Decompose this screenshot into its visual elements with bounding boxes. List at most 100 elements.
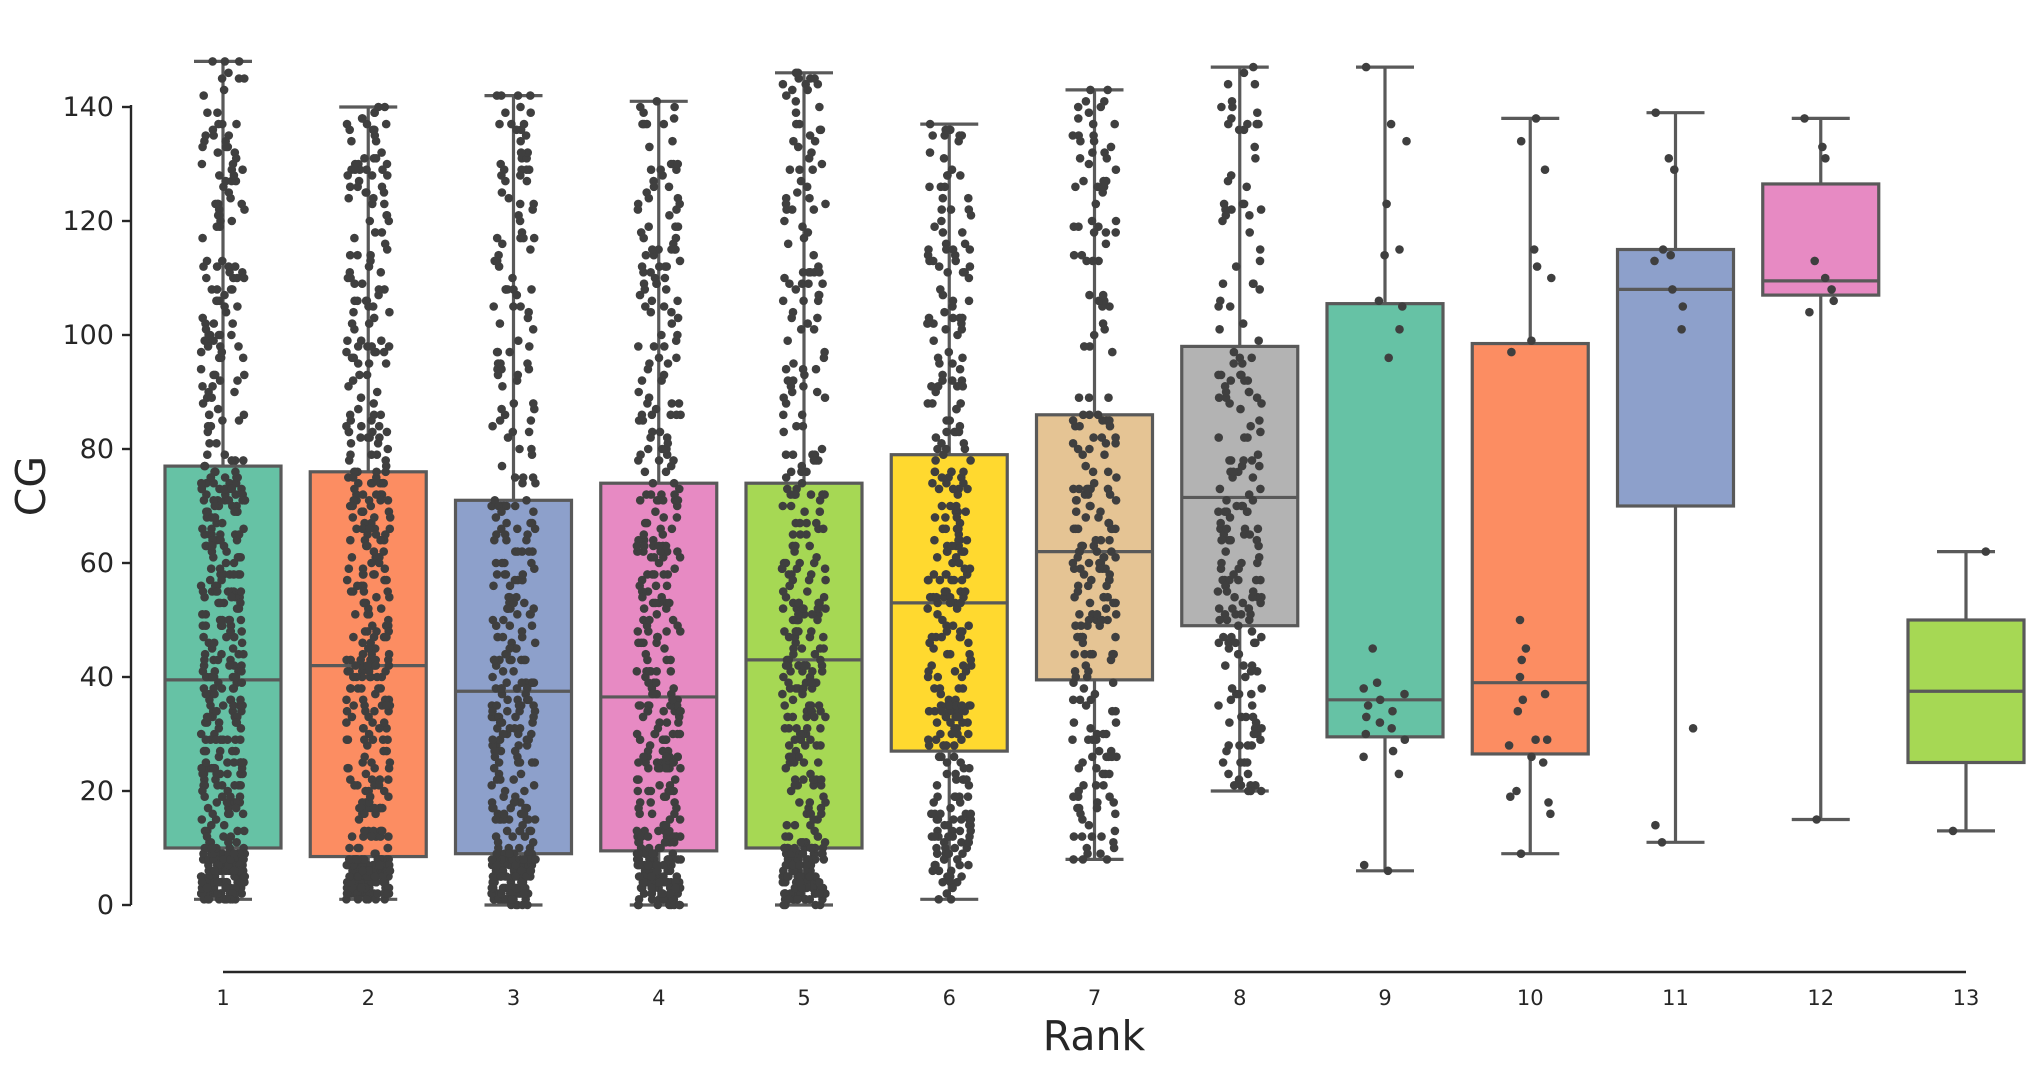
data-point xyxy=(936,729,945,739)
data-point xyxy=(676,763,685,773)
data-point xyxy=(1256,735,1265,744)
data-point xyxy=(223,758,232,767)
data-point xyxy=(513,610,522,619)
data-point xyxy=(238,165,247,174)
data-point xyxy=(198,587,208,596)
data-point xyxy=(669,838,679,847)
data-point xyxy=(518,570,528,579)
data-point xyxy=(1241,712,1251,722)
data-point xyxy=(938,877,947,887)
data-point xyxy=(654,245,663,254)
data-point xyxy=(1105,535,1114,545)
data-point xyxy=(236,735,245,744)
data-point xyxy=(780,843,789,853)
data-point xyxy=(377,228,387,237)
data-point xyxy=(786,467,796,477)
data-point xyxy=(1068,131,1078,140)
data-point xyxy=(383,496,393,505)
data-point xyxy=(1095,564,1104,573)
data-point xyxy=(1515,615,1525,625)
data-point xyxy=(1245,211,1254,220)
data-point xyxy=(1234,689,1244,699)
data-point xyxy=(350,484,359,494)
data-point xyxy=(508,832,517,841)
data-point xyxy=(371,136,381,146)
data-point xyxy=(778,79,788,89)
data-point xyxy=(780,701,789,710)
data-point xyxy=(1257,632,1266,642)
data-point xyxy=(1227,97,1237,106)
data-point xyxy=(1827,285,1836,294)
data-point xyxy=(795,518,805,528)
data-point xyxy=(344,382,353,391)
data-point xyxy=(797,279,807,289)
data-point xyxy=(226,627,236,636)
data-point xyxy=(672,513,682,522)
data-point xyxy=(640,541,649,551)
data-point xyxy=(817,667,827,676)
data-point xyxy=(204,410,214,420)
data-point xyxy=(662,581,672,591)
data-point xyxy=(384,763,394,773)
data-point xyxy=(1250,724,1260,733)
data-point xyxy=(674,399,684,408)
data-point xyxy=(210,689,219,699)
box-group-rank-10 xyxy=(1470,114,1590,858)
data-point xyxy=(820,564,830,573)
data-point xyxy=(345,250,355,260)
data-point xyxy=(1086,724,1095,733)
data-point xyxy=(353,182,363,192)
data-point xyxy=(373,889,382,898)
data-point xyxy=(668,615,678,625)
data-point xyxy=(1529,245,1539,254)
data-point xyxy=(1251,575,1261,585)
data-point xyxy=(357,114,367,123)
data-point xyxy=(777,564,787,573)
data-point xyxy=(528,678,538,687)
data-point xyxy=(497,461,507,471)
data-point xyxy=(1074,222,1083,231)
data-point xyxy=(1368,644,1377,653)
data-point xyxy=(635,290,645,300)
data-point xyxy=(382,211,392,220)
data-point xyxy=(804,154,814,163)
data-point xyxy=(657,592,666,602)
data-point xyxy=(381,456,391,465)
data-point xyxy=(937,632,946,642)
data-point xyxy=(363,541,372,551)
data-point xyxy=(1227,205,1236,214)
data-point xyxy=(1093,182,1102,192)
data-point xyxy=(1547,273,1556,283)
data-point xyxy=(1086,85,1095,95)
data-point xyxy=(513,91,523,100)
data-point xyxy=(796,325,806,334)
data-point xyxy=(207,524,216,534)
data-point xyxy=(376,604,386,613)
data-point xyxy=(952,524,962,534)
data-point xyxy=(199,746,209,756)
data-point xyxy=(955,798,965,807)
data-point xyxy=(655,781,664,790)
data-point xyxy=(1085,501,1095,511)
data-point xyxy=(344,193,354,203)
data-point xyxy=(673,313,683,323)
data-point xyxy=(797,467,806,477)
data-point xyxy=(933,610,942,619)
data-point xyxy=(1221,661,1230,670)
data-point xyxy=(351,610,360,619)
data-point xyxy=(634,342,643,351)
data-point xyxy=(958,353,967,363)
data-point xyxy=(1100,148,1109,157)
data-point xyxy=(634,872,644,881)
data-point xyxy=(650,598,660,608)
data-point xyxy=(1068,439,1078,448)
data-point xyxy=(212,222,222,231)
data-point xyxy=(1100,325,1109,334)
data-point xyxy=(799,604,808,613)
data-point xyxy=(369,570,378,579)
data-point xyxy=(372,672,382,682)
data-point xyxy=(1215,325,1224,334)
data-point xyxy=(213,655,223,665)
data-point xyxy=(930,832,939,841)
data-point xyxy=(633,205,643,214)
